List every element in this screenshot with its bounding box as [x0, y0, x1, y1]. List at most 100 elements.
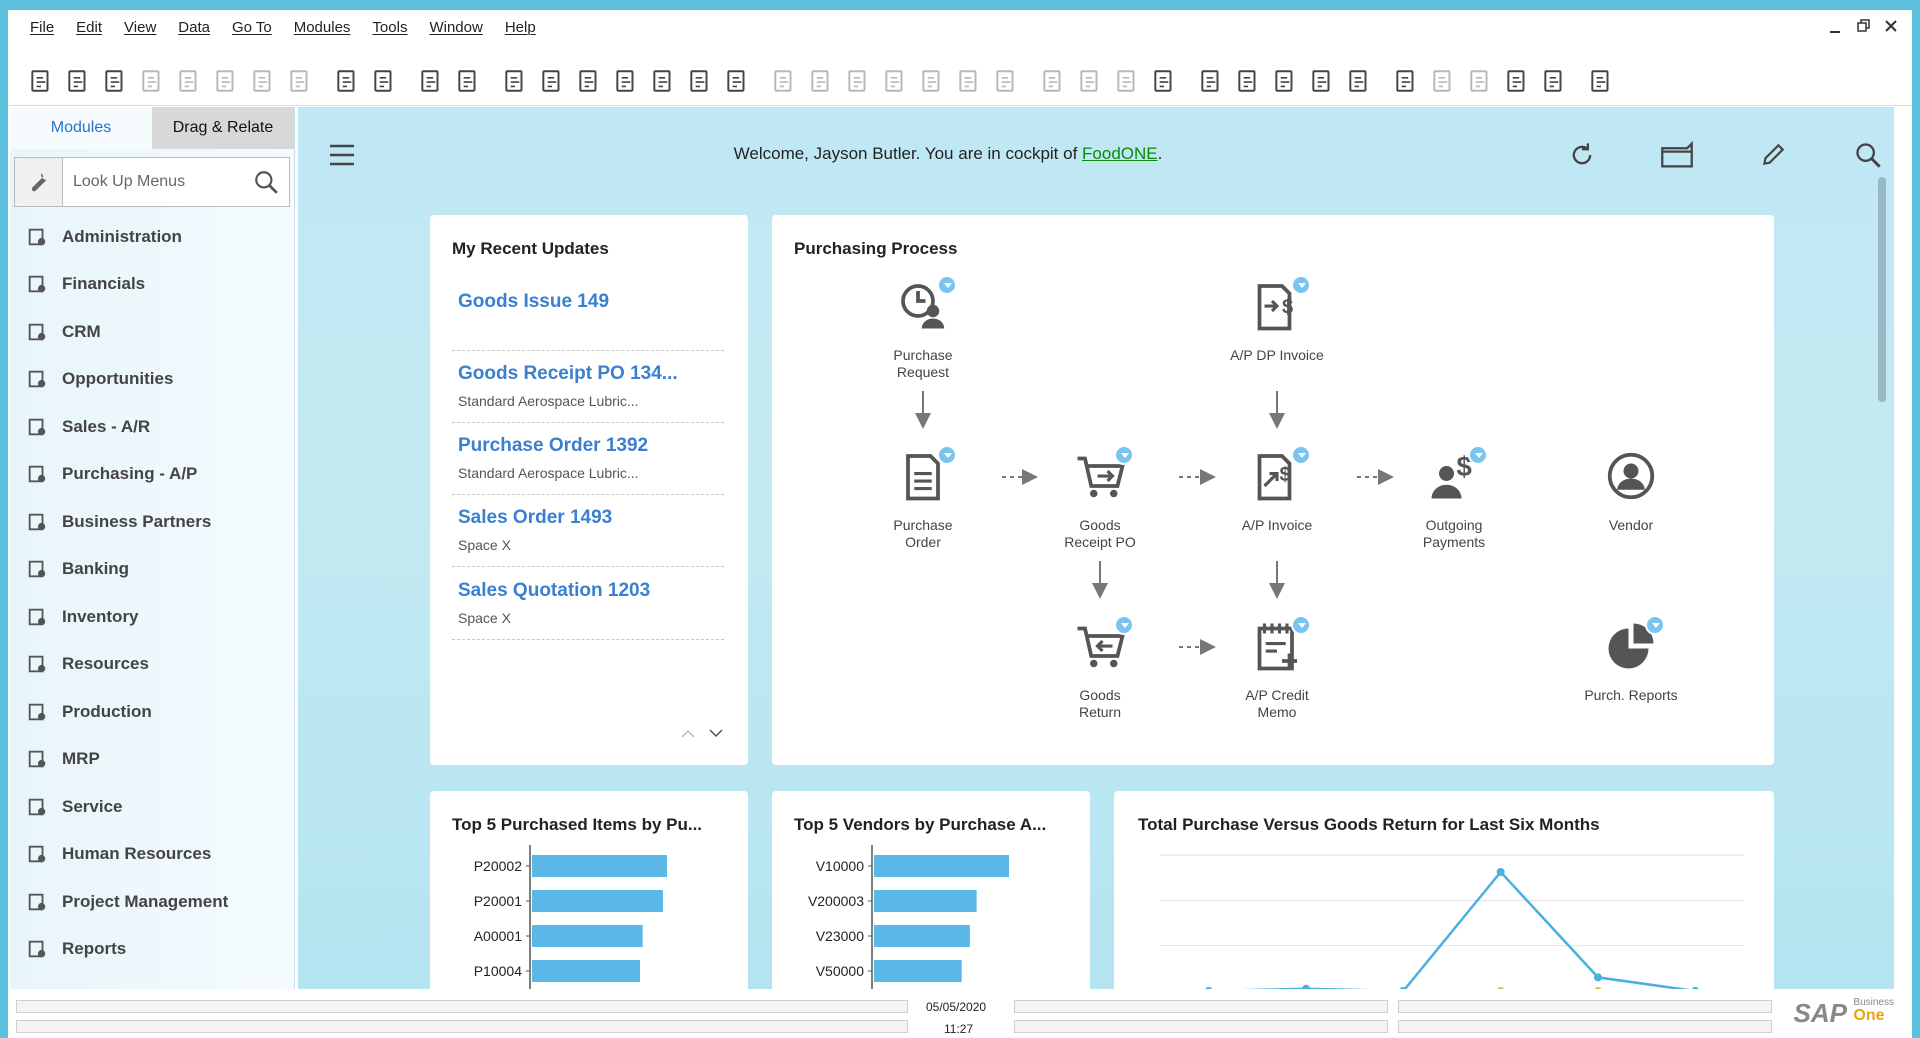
- chevron-up-icon[interactable]: [680, 727, 696, 739]
- sidebar-item-sales-a-r[interactable]: Sales - A/R: [10, 403, 294, 451]
- cockpit-folder-icon[interactable]: [1660, 141, 1694, 169]
- list-item[interactable]: Sales Order 1493 Space X: [452, 507, 724, 567]
- menu-data[interactable]: Data: [178, 18, 210, 36]
- target-document-icon[interactable]: [804, 64, 838, 98]
- filter-icon[interactable]: [683, 64, 717, 98]
- wrench-icon[interactable]: [14, 157, 62, 207]
- list-item[interactable]: Sales Quotation 1203 Space X: [452, 580, 724, 640]
- menu-tools[interactable]: Tools: [372, 18, 408, 36]
- list-item[interactable]: Purchase Order 1392 Standard Aerospace L…: [452, 435, 724, 495]
- print-icon[interactable]: [61, 64, 95, 98]
- first-record-icon[interactable]: [498, 64, 532, 98]
- menu-window[interactable]: Window: [429, 18, 483, 36]
- messages-icon[interactable]: [1147, 64, 1181, 98]
- tab-modules[interactable]: Modules: [10, 107, 152, 149]
- global-search-icon[interactable]: [1854, 141, 1882, 169]
- top-vendors-bar[interactable]: [874, 855, 1009, 877]
- sidebar-item-administration[interactable]: Administration: [10, 213, 294, 261]
- preview-icon[interactable]: [24, 64, 58, 98]
- edit-cockpit-icon[interactable]: [1760, 141, 1786, 169]
- top-items-bar[interactable]: [532, 890, 663, 912]
- form-settings-icon[interactable]: [414, 64, 448, 98]
- last-record-icon[interactable]: [609, 64, 643, 98]
- menu-goto[interactable]: Go To: [231, 18, 272, 36]
- list-item[interactable]: Goods Receipt PO 134... Standard Aerospa…: [452, 363, 724, 423]
- chart-edit-icon[interactable]: [1537, 64, 1571, 98]
- sidebar-item-crm[interactable]: CRM: [10, 308, 294, 356]
- hamburger-menu-icon[interactable]: [328, 143, 356, 167]
- relation-map-icon[interactable]: [989, 64, 1023, 98]
- menu-help[interactable]: Help: [504, 18, 536, 36]
- volume-icon[interactable]: [952, 64, 986, 98]
- sidebar-item-opportunities[interactable]: Opportunities: [10, 356, 294, 404]
- add-row-icon[interactable]: [451, 64, 485, 98]
- help-icon[interactable]: [1584, 64, 1618, 98]
- calendar-icon[interactable]: [1305, 64, 1339, 98]
- sidebar-item-financials[interactable]: Financials: [10, 261, 294, 309]
- gross-profit-icon[interactable]: [878, 64, 912, 98]
- line-chart-point[interactable]: [1399, 987, 1407, 989]
- line-chart-point[interactable]: [1594, 987, 1602, 989]
- sidebar-item-banking[interactable]: Banking: [10, 546, 294, 594]
- restore-icon[interactable]: [1856, 16, 1870, 36]
- sidebar-item-production[interactable]: Production: [10, 688, 294, 736]
- purchase-request-node[interactable]: Purchase Request: [848, 275, 998, 381]
- top-vendors-bar[interactable]: [874, 960, 962, 982]
- lookup-menus-input[interactable]: Look Up Menus: [62, 157, 290, 207]
- company-link[interactable]: FoodONE: [1082, 144, 1158, 163]
- send-icon[interactable]: [135, 64, 169, 98]
- menu-edit[interactable]: Edit: [76, 18, 103, 36]
- sidebar-item-resources[interactable]: Resources: [10, 641, 294, 689]
- layout-icon[interactable]: [367, 64, 401, 98]
- goods-return-node[interactable]: Goods Return: [1025, 615, 1175, 721]
- goods-receipt-po-node[interactable]: Goods Receipt PO: [1025, 445, 1175, 551]
- word-icon[interactable]: [246, 64, 280, 98]
- sidebar-item-project-management[interactable]: Project Management: [10, 878, 294, 926]
- ap-credit-memo-node[interactable]: A/P Credit Memo: [1202, 615, 1352, 721]
- line-chart-point[interactable]: [1691, 987, 1699, 989]
- sidebar-item-reports[interactable]: Reports: [10, 926, 294, 974]
- payment-icon[interactable]: [915, 64, 949, 98]
- top-vendors-bar[interactable]: [874, 890, 977, 912]
- ap-dp-invoice-node[interactable]: $ A/P DP Invoice: [1202, 275, 1352, 364]
- email-icon[interactable]: [98, 64, 132, 98]
- user-icon[interactable]: [1389, 64, 1423, 98]
- list-item[interactable]: Goods Issue 149: [452, 291, 724, 351]
- line-chart-point[interactable]: [1594, 973, 1602, 982]
- purchase-order-node[interactable]: Purchase Order: [848, 445, 998, 551]
- line-chart-point[interactable]: [1205, 987, 1213, 989]
- alerts-icon[interactable]: [1194, 64, 1228, 98]
- top-items-bar[interactable]: [532, 960, 640, 982]
- sort-icon[interactable]: [720, 64, 754, 98]
- org-icon[interactable]: [1342, 64, 1376, 98]
- sidebar-item-inventory[interactable]: Inventory: [10, 593, 294, 641]
- edit-pen-icon[interactable]: [1036, 64, 1070, 98]
- menu-modules[interactable]: Modules: [293, 18, 351, 36]
- top-items-bar[interactable]: [532, 855, 667, 877]
- excel-icon[interactable]: [209, 64, 243, 98]
- pdf-icon[interactable]: [283, 64, 317, 98]
- next-record-icon[interactable]: [572, 64, 606, 98]
- reports-icon[interactable]: [1500, 64, 1534, 98]
- refresh-cockpit-icon[interactable]: [1568, 141, 1596, 169]
- sidebar-item-business-partners[interactable]: Business Partners: [10, 498, 294, 546]
- close-icon[interactable]: [1884, 16, 1898, 36]
- journal-icon[interactable]: [841, 64, 875, 98]
- chevron-down-icon[interactable]: [708, 727, 724, 739]
- line-chart-point[interactable]: [1496, 868, 1505, 876]
- sidebar-item-human-resources[interactable]: Human Resources: [10, 831, 294, 879]
- minimize-icon[interactable]: [1828, 16, 1842, 36]
- sidebar-item-purchasing-a-p[interactable]: Purchasing - A/P: [10, 451, 294, 499]
- mail-icon[interactable]: [1268, 64, 1302, 98]
- inventory-icon[interactable]: [1426, 64, 1460, 98]
- top-vendors-bar[interactable]: [874, 925, 970, 947]
- tab-drag-relate[interactable]: Drag & Relate: [152, 107, 294, 149]
- outgoing-payments-node[interactable]: $ Outgoing Payments: [1379, 445, 1529, 551]
- sidebar-item-mrp[interactable]: MRP: [10, 736, 294, 784]
- search-icon[interactable]: [253, 169, 279, 195]
- line-chart-point[interactable]: [1497, 987, 1505, 989]
- line-chart-point[interactable]: [1302, 984, 1310, 989]
- main-scrollbar[interactable]: [1878, 177, 1886, 402]
- previous-record-icon[interactable]: [535, 64, 569, 98]
- widgets-icon[interactable]: [1463, 64, 1497, 98]
